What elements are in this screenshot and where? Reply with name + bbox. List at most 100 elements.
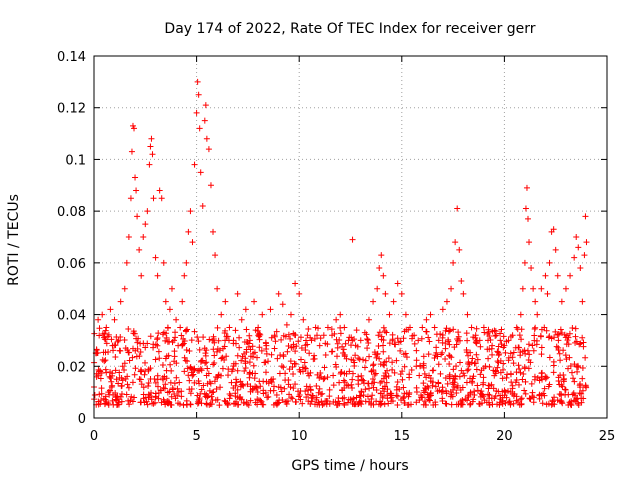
data-point — [523, 184, 530, 191]
data-point — [581, 252, 588, 259]
data-point — [312, 324, 319, 331]
data-point — [552, 246, 559, 253]
data-point — [494, 364, 501, 371]
data-point — [321, 375, 328, 382]
data-point — [203, 400, 210, 407]
data-point — [234, 290, 241, 297]
data-point — [349, 396, 356, 403]
data-point — [244, 401, 251, 408]
data-point — [303, 383, 310, 390]
data-point — [118, 382, 125, 389]
y-tick-label: 0.12 — [57, 102, 86, 117]
data-point — [537, 333, 544, 340]
data-point — [292, 348, 299, 355]
data-point — [110, 347, 117, 354]
data-point — [343, 355, 350, 362]
data-point — [473, 351, 480, 358]
data-point — [251, 375, 258, 382]
plot-frame — [93, 55, 608, 419]
data-point — [383, 379, 390, 386]
data-point — [138, 272, 145, 279]
data-point — [373, 354, 380, 361]
data-point — [393, 392, 400, 399]
data-point — [282, 377, 289, 384]
data-point — [258, 398, 265, 405]
data-point — [95, 401, 102, 408]
data-point — [368, 400, 375, 407]
data-point — [361, 329, 368, 336]
data-point — [278, 336, 285, 343]
data-point — [531, 337, 538, 344]
data-point — [97, 368, 104, 375]
data-point — [113, 402, 120, 409]
data-point — [292, 280, 299, 287]
data-point — [450, 326, 457, 333]
data-point — [127, 195, 134, 202]
data-point — [477, 371, 484, 378]
data-point — [96, 332, 103, 339]
data-point — [316, 385, 323, 392]
data-point — [233, 379, 240, 386]
chart-title: Day 174 of 2022, Rate Of TEC Index for r… — [164, 21, 535, 37]
data-point — [132, 365, 139, 372]
data-point — [442, 345, 449, 352]
data-point — [396, 386, 403, 393]
data-point — [298, 356, 305, 363]
data-point — [543, 327, 550, 334]
data-point — [194, 78, 201, 85]
data-point — [561, 331, 568, 338]
data-point — [193, 109, 200, 116]
data-point — [509, 354, 516, 361]
data-point — [572, 333, 579, 340]
data-point — [398, 290, 405, 297]
data-point — [562, 352, 569, 359]
data-point — [171, 337, 178, 344]
grid — [94, 56, 607, 418]
data-point — [134, 213, 141, 220]
data-point — [366, 385, 373, 392]
y-axis-label: ROTI / TECUs — [6, 194, 22, 286]
data-point — [383, 329, 390, 336]
data-point — [320, 332, 327, 339]
data-point — [191, 328, 198, 335]
data-point — [546, 259, 553, 266]
data-point — [244, 381, 251, 388]
data-point — [456, 246, 463, 253]
data-point — [470, 373, 477, 380]
data-point — [497, 337, 504, 344]
data-point — [242, 306, 249, 313]
data-point — [158, 195, 165, 202]
data-point — [380, 324, 387, 331]
data-point — [349, 384, 356, 391]
data-point — [382, 383, 389, 390]
data-point — [263, 342, 270, 349]
data-point — [184, 358, 191, 365]
data-point — [378, 252, 385, 259]
data-point — [492, 333, 499, 340]
data-point — [484, 337, 491, 344]
data-point — [238, 357, 245, 364]
data-point — [160, 259, 167, 266]
data-point — [489, 328, 496, 335]
data-point — [183, 328, 190, 335]
data-point — [571, 361, 578, 368]
data-point — [571, 378, 578, 385]
data-point — [464, 397, 471, 404]
data-point — [406, 374, 413, 381]
data-point — [249, 370, 256, 377]
data-point — [126, 401, 133, 408]
data-point — [480, 365, 487, 372]
data-point — [454, 384, 461, 391]
data-point — [234, 367, 241, 374]
data-point — [206, 401, 213, 408]
data-point — [195, 338, 202, 345]
data-point — [435, 380, 442, 387]
data-point — [425, 351, 432, 358]
data-point — [525, 341, 532, 348]
data-point — [429, 382, 436, 389]
data-point — [569, 325, 576, 332]
data-point — [336, 379, 343, 386]
data-point — [507, 350, 514, 357]
data-point — [485, 385, 492, 392]
